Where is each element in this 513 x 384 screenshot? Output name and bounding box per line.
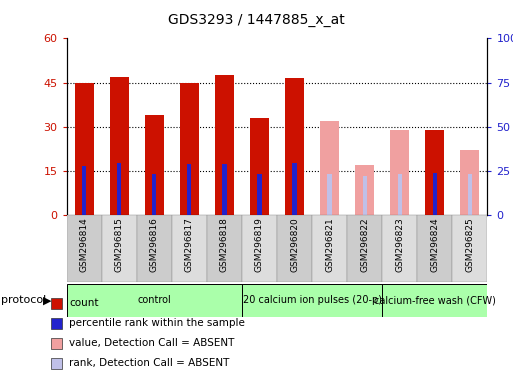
Bar — [327, 174, 332, 215]
Bar — [382, 215, 417, 282]
Bar — [74, 83, 94, 215]
Bar — [110, 77, 129, 215]
Text: GSM296824: GSM296824 — [430, 217, 439, 272]
Text: percentile rank within the sample: percentile rank within the sample — [69, 318, 245, 328]
Text: GSM296816: GSM296816 — [150, 217, 159, 272]
Bar — [242, 284, 382, 317]
Bar — [355, 165, 374, 215]
Bar — [222, 164, 227, 215]
Bar — [137, 215, 172, 282]
Text: rank, Detection Call = ABSENT: rank, Detection Call = ABSENT — [69, 358, 230, 368]
Bar — [145, 115, 164, 215]
Text: value, Detection Call = ABSENT: value, Detection Call = ABSENT — [69, 338, 234, 348]
Text: protocol: protocol — [1, 295, 46, 306]
Bar — [285, 78, 304, 215]
Bar — [390, 130, 409, 215]
Text: GSM296825: GSM296825 — [465, 217, 475, 272]
Text: count: count — [69, 298, 99, 308]
Bar — [382, 284, 487, 317]
Bar — [468, 174, 472, 215]
Bar — [152, 174, 156, 215]
Bar — [215, 75, 234, 215]
Bar — [242, 215, 277, 282]
Text: GSM296823: GSM296823 — [395, 217, 404, 272]
Bar — [452, 215, 487, 282]
Text: control: control — [137, 295, 171, 306]
Bar — [250, 118, 269, 215]
Text: 20 calcium ion pulses (20-p): 20 calcium ion pulses (20-p) — [243, 295, 382, 306]
Bar — [172, 215, 207, 282]
Bar — [320, 121, 339, 215]
Bar — [363, 176, 367, 215]
Bar — [117, 163, 122, 215]
Bar — [258, 174, 262, 215]
Bar — [67, 215, 102, 282]
Text: GSM296814: GSM296814 — [80, 217, 89, 272]
Bar — [312, 215, 347, 282]
Text: calcium-free wash (CFW): calcium-free wash (CFW) — [374, 295, 496, 306]
Text: GSM296822: GSM296822 — [360, 217, 369, 272]
Bar — [180, 83, 199, 215]
Bar — [82, 166, 86, 215]
Bar — [425, 130, 444, 215]
Bar — [277, 215, 312, 282]
Bar — [207, 215, 242, 282]
Text: GSM296819: GSM296819 — [255, 217, 264, 272]
Bar — [187, 164, 191, 215]
Bar — [417, 215, 452, 282]
Bar — [67, 284, 242, 317]
Text: GSM296820: GSM296820 — [290, 217, 299, 272]
Bar — [347, 215, 382, 282]
Text: GSM296817: GSM296817 — [185, 217, 194, 272]
Bar — [460, 150, 480, 215]
Bar — [398, 174, 402, 215]
Bar — [432, 173, 437, 215]
Text: GSM296815: GSM296815 — [115, 217, 124, 272]
Text: GSM296818: GSM296818 — [220, 217, 229, 272]
Text: GDS3293 / 1447885_x_at: GDS3293 / 1447885_x_at — [168, 13, 345, 27]
Bar — [292, 163, 297, 215]
Text: ▶: ▶ — [43, 295, 51, 306]
Text: GSM296821: GSM296821 — [325, 217, 334, 272]
Bar — [102, 215, 137, 282]
